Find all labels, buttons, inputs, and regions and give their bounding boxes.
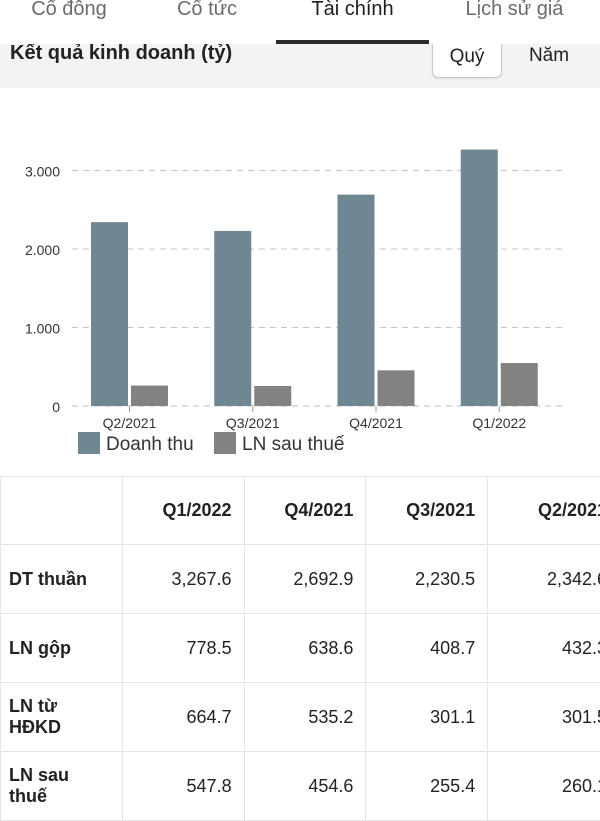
table-cell: 2,230.5: [366, 545, 488, 614]
table-cell: 301.5: [488, 683, 600, 752]
tab-finance[interactable]: Tài chính: [276, 0, 429, 42]
legend-swatch-revenue: [78, 432, 100, 454]
table-row: LN gộp 778.5 638.6 408.7 432.3: [1, 614, 600, 683]
x-tick-label: Q4/2021: [349, 415, 403, 431]
table-cell: 454.6: [244, 752, 366, 821]
table-row: LN sau thuế 547.8 454.6 255.4 260.1: [1, 752, 600, 821]
table-header-q1-2022: Q1/2022: [122, 477, 244, 545]
active-tab-indicator: [276, 40, 429, 44]
table-cell: 2,342.6: [488, 545, 600, 614]
business-results-chart: 0 1.000 2.000 3.000 Q2/2021 Q3/2021 Q4/2021 Q1/…: [0, 88, 600, 476]
bar-profit: [501, 363, 538, 406]
legend-item-profit[interactable]: LN sau thuế: [214, 432, 344, 456]
legend-label-profit: LN sau thuế: [242, 434, 344, 455]
table-cell: 408.7: [366, 614, 488, 683]
chart-svg: 0 1.000 2.000 3.000 Q2/2021 Q3/2021 Q4/2021 Q1/…: [0, 88, 600, 476]
x-tick-label: Q3/2021: [226, 415, 280, 431]
legend-swatch-profit: [214, 432, 236, 454]
x-tick-label: Q2/2021: [103, 415, 157, 431]
table-header-row: Q1/2022 Q4/2021 Q3/2021 Q2/2021: [1, 477, 600, 545]
row-label: LN từ HĐKD: [1, 683, 123, 752]
table-header-q3-2021: Q3/2021: [366, 477, 488, 545]
y-tick-label: 2.000: [25, 242, 60, 258]
table-header-corner: [1, 477, 123, 545]
row-label: LN sau thuế: [1, 752, 123, 821]
tab-price-history[interactable]: Lịch sử giá: [429, 0, 600, 42]
bar-revenue: [338, 195, 375, 406]
table-cell: 778.5: [122, 614, 244, 683]
legend-item-revenue[interactable]: Doanh thu: [78, 432, 194, 456]
table-cell: 638.6: [244, 614, 366, 683]
table-cell: 535.2: [244, 683, 366, 752]
legend-label-revenue: Doanh thu: [106, 434, 194, 455]
tab-dividends[interactable]: Cổ tức: [138, 0, 276, 42]
financial-table: Q1/2022 Q4/2021 Q3/2021 Q2/2021 DT thuần…: [0, 476, 600, 821]
row-label: LN gộp: [1, 614, 123, 683]
y-tick-label: 1.000: [25, 321, 60, 337]
table-cell: 3,267.6: [122, 545, 244, 614]
table-header-q4-2021: Q4/2021: [244, 477, 366, 545]
y-tick-label: 0: [52, 399, 60, 415]
y-tick-label: 3.000: [25, 164, 60, 180]
x-tick-label: Q1/2022: [472, 415, 526, 431]
row-label: DT thuần: [1, 545, 123, 614]
table-cell: 432.3: [488, 614, 600, 683]
bar-revenue: [461, 150, 498, 406]
table-row: LN từ HĐKD 664.7 535.2 301.1 301.5: [1, 683, 600, 752]
table-cell: 301.1: [366, 683, 488, 752]
bar-profit: [378, 370, 415, 406]
table-row: DT thuần 3,267.6 2,692.9 2,230.5 2,342.6: [1, 545, 600, 614]
bar-revenue: [214, 231, 251, 406]
table-header-q2-2021: Q2/2021: [488, 477, 600, 545]
bar-profit: [254, 386, 291, 406]
table-cell: 260.1: [488, 752, 600, 821]
table-cell: 255.4: [366, 752, 488, 821]
tab-shareholders[interactable]: Cổ đông: [0, 0, 138, 42]
section-title: Kết quả kinh doanh (tỷ): [10, 42, 232, 65]
bar-profit: [131, 386, 168, 406]
table-cell: 664.7: [122, 683, 244, 752]
bar-revenue: [91, 222, 128, 406]
table-cell: 2,692.9: [244, 545, 366, 614]
table-cell: 547.8: [122, 752, 244, 821]
tab-bar: Cổ đông Cổ tức Tài chính Lịch sử giá: [0, 0, 600, 44]
